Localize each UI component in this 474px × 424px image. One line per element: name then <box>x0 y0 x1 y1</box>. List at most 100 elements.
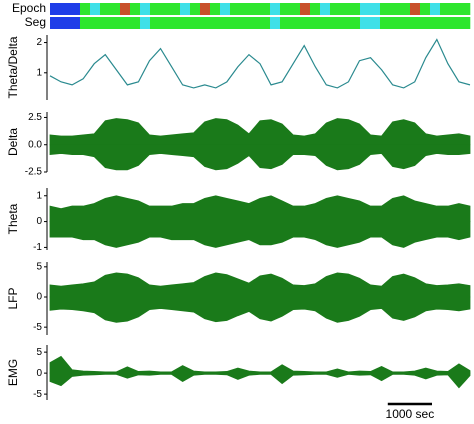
state-bin <box>440 3 451 15</box>
state-bin <box>100 3 111 15</box>
state-bin <box>420 17 431 29</box>
y-axis-label: Delta <box>6 128 20 156</box>
state-bin <box>460 3 471 15</box>
y-tick-label: 1 <box>36 67 42 78</box>
y-tick-label: -1 <box>33 242 42 253</box>
state-bin <box>140 3 151 15</box>
signal-envelope <box>49 144 471 171</box>
state-bin <box>280 3 291 15</box>
state-bin <box>250 3 261 15</box>
state-bin <box>180 17 191 29</box>
state-bin <box>150 17 161 29</box>
state-bin <box>370 3 381 15</box>
state-bin <box>290 17 301 29</box>
state-bin <box>240 17 251 29</box>
state-bin <box>160 3 171 15</box>
state-bin <box>450 17 461 29</box>
state-bin <box>430 17 441 29</box>
state-bin <box>130 17 141 29</box>
state-bin <box>310 3 321 15</box>
row-label: Epoch <box>12 1 46 15</box>
state-bin <box>370 17 381 29</box>
state-bin <box>450 3 461 15</box>
y-axis-label: LFP <box>6 287 20 309</box>
state-bin <box>410 17 421 29</box>
state-bin <box>410 3 421 15</box>
signal-envelope <box>49 118 471 146</box>
state-bin <box>170 3 181 15</box>
state-bin <box>290 3 301 15</box>
state-bin <box>420 3 431 15</box>
state-bin <box>80 3 91 15</box>
state-bin <box>360 3 371 15</box>
state-bin <box>200 3 211 15</box>
state-bin <box>240 3 251 15</box>
state-bin <box>80 17 91 29</box>
state-bin <box>90 3 101 15</box>
state-bin <box>180 3 191 15</box>
state-bin <box>430 3 441 15</box>
y-tick-label: 1 <box>36 190 42 201</box>
state-bin <box>190 3 201 15</box>
state-bin <box>340 17 351 29</box>
y-tick-label: 0 <box>36 292 42 303</box>
signal-envelope <box>49 296 471 323</box>
signal-envelope <box>49 355 471 374</box>
state-bin <box>220 3 231 15</box>
state-bin <box>350 3 361 15</box>
state-bin <box>120 3 131 15</box>
state-bin <box>390 17 401 29</box>
state-bin <box>70 3 81 15</box>
scale-bar-label: 1000 sec <box>386 407 435 421</box>
state-bin <box>280 17 291 29</box>
state-bin <box>130 3 141 15</box>
y-tick-label: 2.5 <box>28 112 42 123</box>
state-bin <box>380 17 391 29</box>
signal-envelope <box>49 195 471 222</box>
state-bin <box>260 17 271 29</box>
state-bin <box>440 17 451 29</box>
row-label: Seg <box>25 15 46 29</box>
y-tick-label: 0 <box>36 216 42 227</box>
state-bin <box>150 3 161 15</box>
state-bin <box>300 17 311 29</box>
state-bin <box>190 17 201 29</box>
y-tick-label: 0 <box>36 368 42 379</box>
state-bin <box>90 17 101 29</box>
state-bin <box>380 3 391 15</box>
state-bin <box>320 3 331 15</box>
state-bin <box>230 17 241 29</box>
state-bin <box>120 17 131 29</box>
y-axis-label: EMG <box>6 359 20 386</box>
state-bin <box>60 3 71 15</box>
y-tick-label: -5 <box>33 389 42 400</box>
state-bin <box>270 17 281 29</box>
y-tick-label: -5 <box>33 322 42 333</box>
state-bin <box>270 3 281 15</box>
state-bin <box>260 3 271 15</box>
y-tick-label: 2 <box>36 37 42 48</box>
state-bin <box>460 17 471 29</box>
state-bin <box>170 17 181 29</box>
y-tick-label: -2.5 <box>25 167 43 178</box>
y-axis-label: Theta/Delta <box>6 36 20 98</box>
state-bin <box>360 17 371 29</box>
state-bin <box>70 17 81 29</box>
state-bin <box>330 3 341 15</box>
y-tick-label: 0.0 <box>28 139 42 150</box>
y-tick-label: 5 <box>36 261 42 272</box>
state-bin <box>200 17 211 29</box>
state-bin <box>390 3 401 15</box>
y-axis-label: Theta <box>6 203 20 234</box>
state-bin <box>320 17 331 29</box>
state-bin <box>50 17 61 29</box>
state-bin <box>330 17 341 29</box>
state-bin <box>250 17 261 29</box>
state-bin <box>160 17 171 29</box>
trace <box>49 38 471 89</box>
signal-envelope <box>49 272 471 298</box>
state-bin <box>350 17 361 29</box>
state-bin <box>210 3 221 15</box>
state-bin <box>300 3 311 15</box>
